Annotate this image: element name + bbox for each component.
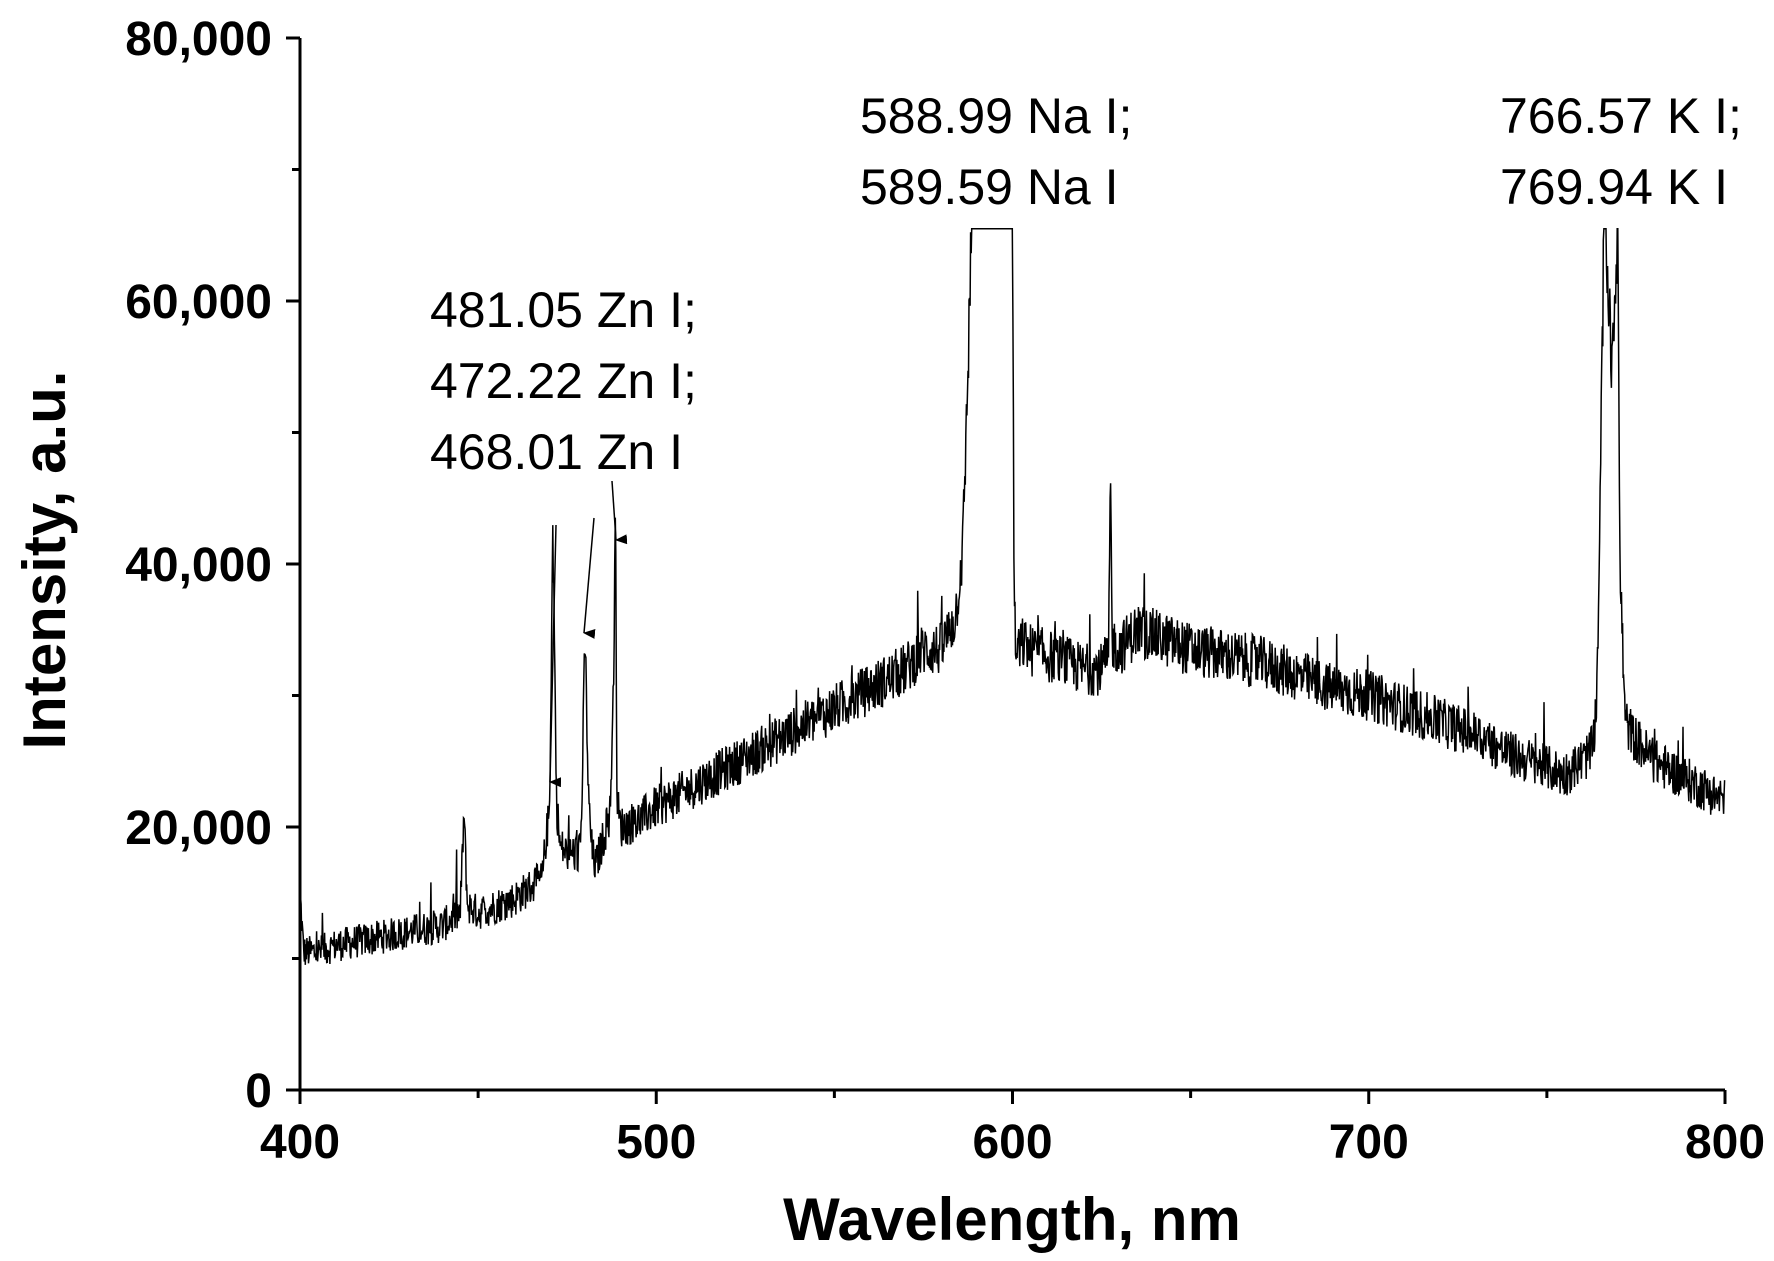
y-tick-label: 20,000: [125, 802, 272, 855]
annotation-zn-line-1: 481.05 Zn I;: [430, 282, 697, 338]
annotation-k-line-1: 766.57 K I;: [1500, 88, 1742, 144]
plot-area: 400 500 600 700 800 0 20,000 40,000 60,000 80,00…: [125, 13, 1765, 1169]
y-axis-title: Intensity, a.u.: [11, 371, 78, 750]
x-tick-label: 700: [1329, 1116, 1409, 1169]
annotation-zn-arrow-1: [549, 524, 562, 788]
annotation-zn-line-2: 472.22 Zn I;: [430, 353, 697, 409]
x-tick-label: 800: [1685, 1116, 1765, 1169]
annotation-k-line-2: 769.94 K I: [1500, 159, 1728, 215]
annotation-na: 588.99 Na I; 589.59 Na I: [860, 88, 1132, 215]
annotation-zn: 481.05 Zn I; 472.22 Zn I; 468.01 Zn I: [430, 282, 697, 788]
annotation-zn-arrow-3: [611, 480, 628, 545]
x-tick-label: 600: [972, 1116, 1052, 1169]
x-ticks: 400 500 600 700 800: [260, 1090, 1765, 1169]
x-tick-label: 500: [616, 1116, 696, 1169]
y-tick-label: 60,000: [125, 276, 272, 329]
y-ticks: 0 20,000 40,000 60,000 80,000: [125, 13, 300, 1118]
annotation-zn-line-3: 468.01 Zn I: [430, 424, 683, 480]
x-tick-label: 400: [260, 1116, 340, 1169]
y-tick-label: 80,000: [125, 13, 272, 66]
annotation-zn-arrow-2: [583, 517, 596, 639]
x-axis-title: Wavelength, nm: [783, 1186, 1241, 1253]
spectrum-line: [299, 227, 1726, 965]
annotation-k: 766.57 K I; 769.94 K I: [1500, 88, 1742, 215]
y-tick-label: 0: [245, 1065, 272, 1118]
annotation-na-line-1: 588.99 Na I;: [860, 88, 1132, 144]
y-tick-label: 40,000: [125, 539, 272, 592]
annotation-na-line-2: 589.59 Na I: [860, 159, 1119, 215]
